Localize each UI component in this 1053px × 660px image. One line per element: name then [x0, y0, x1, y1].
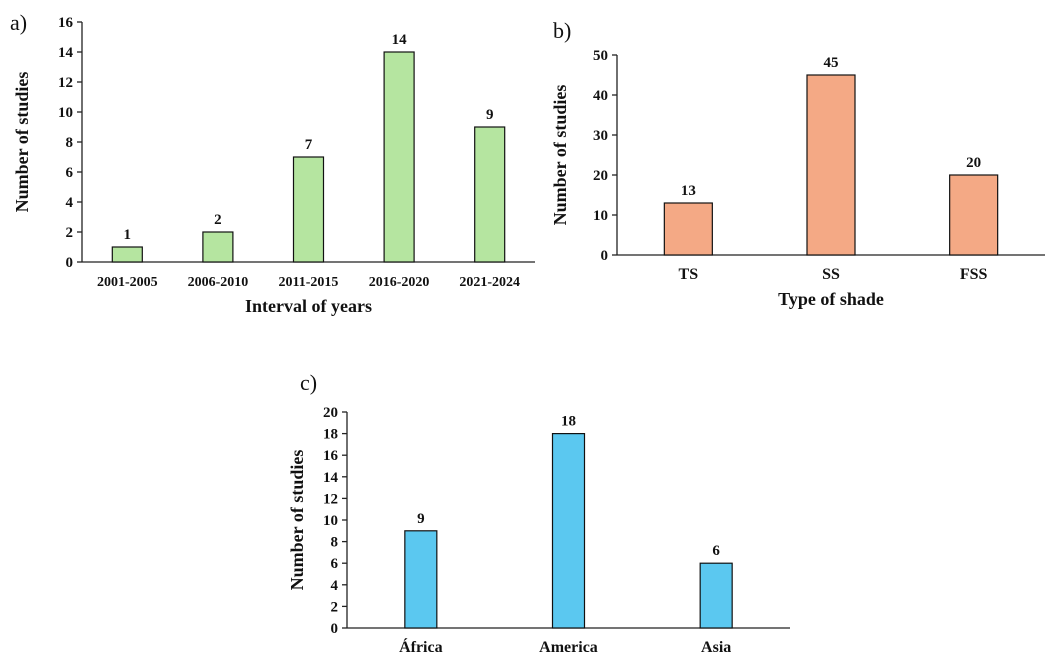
x-axis-label: Type of shade [778, 289, 884, 309]
bar [404, 530, 438, 629]
panel-label: a) [10, 10, 27, 35]
x-tick-label: 2001-2005 [97, 275, 158, 290]
data-label: 9 [417, 511, 425, 527]
y-tick-label: 20 [593, 168, 608, 184]
y-tick-label: 30 [593, 128, 608, 144]
y-tick-label: 18 [323, 427, 338, 443]
data-label: 20 [966, 155, 981, 171]
y-axis-label: Number of studies [287, 450, 307, 591]
data-label: 9 [486, 107, 494, 123]
y-tick-label: 4 [331, 578, 339, 594]
x-tick-label: África [399, 637, 443, 656]
panel-label: c) [300, 370, 317, 395]
x-tick-label: TS [679, 266, 699, 283]
y-tick-label: 0 [601, 248, 609, 264]
x-tick-label: 2021-2024 [459, 275, 520, 290]
bar [663, 202, 713, 256]
y-tick-label: 14 [58, 45, 74, 61]
y-tick-label: 16 [323, 448, 339, 464]
bar [383, 51, 415, 263]
y-tick-label: 20 [323, 405, 338, 421]
data-label: 2 [214, 212, 222, 228]
bar [806, 74, 856, 256]
x-axis-label: Interval of years [245, 296, 372, 316]
data-label: 45 [824, 55, 839, 71]
y-tick-label: 50 [593, 48, 608, 64]
x-tick-label: FSS [960, 266, 988, 283]
y-tick-label: 12 [58, 75, 73, 91]
y-tick-label: 4 [66, 195, 74, 211]
bar [202, 231, 234, 263]
x-tick-label: Asia [701, 639, 731, 656]
y-tick-label: 6 [66, 165, 74, 181]
bar [292, 156, 325, 263]
x-tick-label: 2016-2020 [369, 275, 430, 290]
bar [111, 246, 143, 263]
data-label: 13 [681, 183, 696, 199]
panel-label: b) [553, 18, 571, 43]
x-tick-label: SS [822, 266, 840, 283]
y-tick-label: 8 [331, 535, 339, 551]
data-label: 18 [561, 414, 576, 430]
x-tick-label: 2006-2010 [188, 275, 249, 290]
y-tick-label: 12 [323, 491, 338, 507]
data-label: 14 [392, 32, 408, 48]
y-tick-label: 0 [66, 255, 74, 271]
y-axis-label: Number of studies [550, 85, 570, 226]
bar [699, 562, 733, 629]
data-label: 6 [712, 543, 720, 559]
y-tick-label: 2 [331, 599, 339, 615]
bar [551, 433, 586, 629]
data-label: 7 [305, 137, 313, 153]
data-label: 1 [124, 227, 132, 243]
y-tick-label: 8 [66, 135, 74, 151]
y-tick-label: 10 [593, 208, 608, 224]
x-tick-label: 2011-2015 [279, 275, 339, 290]
y-tick-label: 2 [66, 225, 74, 241]
x-tick-label: America [539, 639, 598, 656]
y-tick-label: 6 [331, 556, 339, 572]
y-tick-label: 40 [593, 88, 608, 104]
y-tick-label: 10 [58, 105, 73, 121]
y-tick-label: 10 [323, 513, 338, 529]
y-tick-label: 0 [331, 621, 339, 637]
bar [474, 126, 506, 263]
y-tick-label: 16 [58, 15, 74, 31]
bar [949, 174, 999, 256]
y-axis-label: Number of studies [12, 72, 32, 213]
y-tick-label: 14 [323, 470, 339, 486]
